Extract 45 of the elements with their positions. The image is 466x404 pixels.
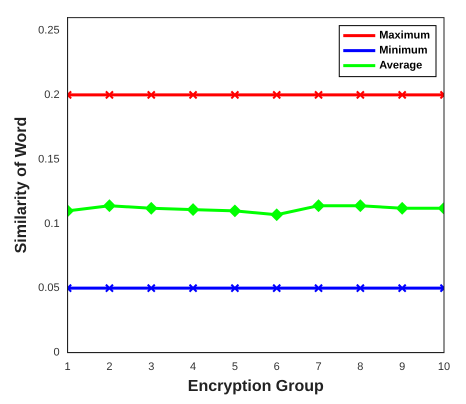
- point: [146, 90, 156, 100]
- legend-label: Maximum: [379, 30, 430, 42]
- x-tick-label: 10: [438, 361, 450, 374]
- x-tick-label: 8: [357, 361, 364, 374]
- x-tick-label: 7: [315, 361, 322, 374]
- legend-label: Average: [379, 60, 422, 72]
- point: [188, 90, 198, 100]
- x-tick-label: 5: [232, 361, 238, 374]
- y-tick-label: 0.15: [38, 153, 60, 166]
- point: [104, 284, 114, 293]
- point: [145, 202, 158, 214]
- point: [312, 200, 325, 212]
- point: [272, 90, 282, 100]
- point: [230, 284, 240, 293]
- y-tick-label: 0: [53, 346, 60, 359]
- point: [270, 208, 283, 221]
- x-tick-label: 3: [148, 361, 154, 374]
- point: [356, 90, 365, 100]
- legend-label: Minimum: [379, 44, 428, 57]
- point: [187, 204, 200, 216]
- point: [314, 284, 324, 293]
- x-tick-label: 2: [106, 361, 112, 374]
- y-tick-label: 0.25: [38, 24, 60, 37]
- point: [396, 202, 408, 214]
- y-tick-label: 0.1: [44, 218, 60, 230]
- point: [272, 284, 282, 293]
- x-axis-title: Encryption Group: [188, 378, 324, 395]
- point: [314, 90, 324, 100]
- point: [230, 90, 240, 100]
- y-tick-label: 0.05: [38, 282, 60, 294]
- point: [104, 90, 114, 100]
- x-tick-label: 4: [190, 361, 196, 374]
- y-axis-title: Similarity of Word: [13, 116, 30, 254]
- y-tick-label: 0.2: [44, 88, 60, 101]
- x-tick-label: 1: [64, 361, 71, 374]
- x-tick-label: 9: [399, 361, 406, 374]
- x-tick-label: 6: [274, 361, 280, 374]
- point: [398, 90, 407, 100]
- point: [228, 204, 241, 217]
- point: [146, 284, 156, 293]
- point: [354, 200, 366, 212]
- point: [398, 284, 407, 293]
- point: [356, 284, 365, 293]
- point: [188, 284, 198, 293]
- point: [103, 200, 116, 212]
